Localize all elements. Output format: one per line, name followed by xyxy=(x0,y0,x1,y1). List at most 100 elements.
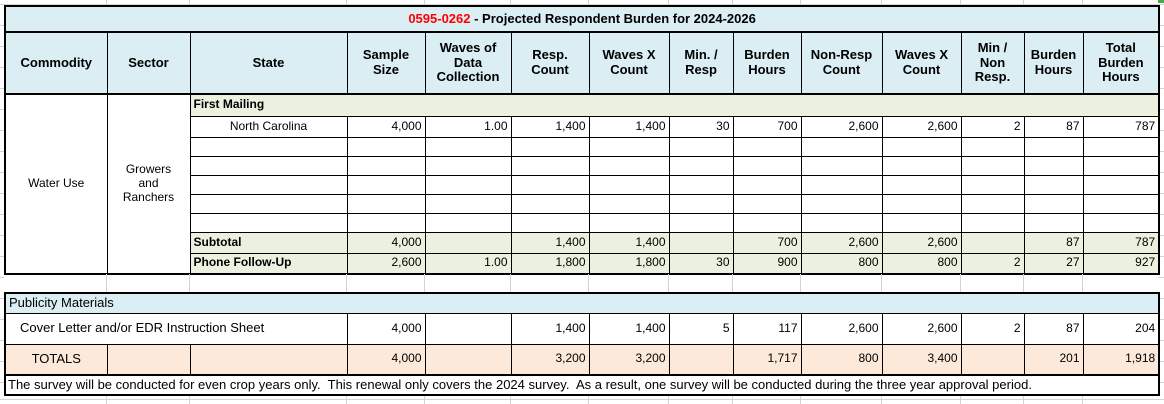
cell-footnote[interactable]: The survey will be conducted for even cr… xyxy=(4,374,1160,396)
cell[interactable]: 1,800 xyxy=(588,252,670,275)
cell[interactable] xyxy=(510,193,590,214)
cell-subtotal-label[interactable]: Subtotal xyxy=(189,231,348,254)
column-header-state[interactable]: State xyxy=(189,31,348,95)
cell[interactable] xyxy=(881,212,962,233)
cell[interactable] xyxy=(588,212,670,233)
cell[interactable]: 1,400 xyxy=(588,312,670,345)
cell[interactable]: 1,717 xyxy=(732,343,802,376)
cell[interactable] xyxy=(668,174,734,195)
cell[interactable] xyxy=(668,136,734,157)
cell[interactable] xyxy=(346,174,426,195)
cell[interactable]: 800 xyxy=(800,343,883,376)
cell[interactable]: 787 xyxy=(1082,115,1160,138)
column-header-waves-x-count-2[interactable]: Waves X Count xyxy=(881,31,962,95)
column-header-commodity[interactable]: Commodity xyxy=(4,31,108,95)
cell[interactable]: 800 xyxy=(881,252,962,275)
cell[interactable]: 4,000 xyxy=(346,115,426,138)
cell[interactable] xyxy=(1082,155,1160,176)
cell[interactable] xyxy=(881,136,962,157)
cell[interactable]: 3,400 xyxy=(881,343,962,376)
cell[interactable] xyxy=(588,136,670,157)
cell[interactable] xyxy=(668,155,734,176)
column-header-sample-size[interactable]: Sample Size xyxy=(346,31,426,95)
cell[interactable] xyxy=(800,212,883,233)
cell[interactable] xyxy=(1023,136,1084,157)
cell[interactable] xyxy=(1023,174,1084,195)
cell[interactable] xyxy=(960,136,1025,157)
cell[interactable]: 700 xyxy=(732,231,802,254)
cell[interactable]: 3,200 xyxy=(588,343,670,376)
cell[interactable] xyxy=(346,155,426,176)
cell[interactable]: 800 xyxy=(800,252,883,275)
cell[interactable]: 5 xyxy=(668,312,734,345)
cell[interactable]: 4,000 xyxy=(346,231,426,254)
cell[interactable] xyxy=(881,193,962,214)
cell[interactable] xyxy=(346,136,426,157)
cell[interactable]: 2 xyxy=(960,115,1025,138)
cell-cover-letter-label[interactable]: Cover Letter and/or EDR Instruction Shee… xyxy=(4,312,348,345)
cell[interactable] xyxy=(588,193,670,214)
cell[interactable] xyxy=(800,155,883,176)
cell[interactable]: 117 xyxy=(732,312,802,345)
cell[interactable]: 1,400 xyxy=(510,115,590,138)
cell[interactable] xyxy=(189,212,348,233)
cell[interactable] xyxy=(732,193,802,214)
cell[interactable] xyxy=(1082,136,1160,157)
cell-first-mailing-label[interactable]: First Mailing xyxy=(189,93,1160,117)
cell[interactable] xyxy=(960,155,1025,176)
cell[interactable]: 1,800 xyxy=(510,252,590,275)
cell[interactable] xyxy=(1023,193,1084,214)
cell[interactable] xyxy=(424,136,512,157)
cell[interactable] xyxy=(668,212,734,233)
cell[interactable] xyxy=(1023,155,1084,176)
cell[interactable] xyxy=(189,343,348,376)
cell-phone-followup-label[interactable]: Phone Follow-Up xyxy=(189,252,348,275)
cell[interactable] xyxy=(881,155,962,176)
cell-totals-label[interactable]: TOTALS xyxy=(4,343,108,376)
cell[interactable]: 700 xyxy=(732,115,802,138)
cell[interactable] xyxy=(732,155,802,176)
column-header-min-resp[interactable]: Min. / Resp xyxy=(668,31,734,95)
cell[interactable]: 27 xyxy=(1023,252,1084,275)
cell[interactable] xyxy=(732,212,802,233)
cell[interactable] xyxy=(424,231,512,254)
cell[interactable] xyxy=(800,193,883,214)
cell[interactable]: 87 xyxy=(1023,115,1084,138)
column-header-waves[interactable]: Waves of Data Collection xyxy=(424,31,512,95)
cell[interactable] xyxy=(960,212,1025,233)
cell[interactable]: 2,600 xyxy=(881,312,962,345)
cell[interactable] xyxy=(424,155,512,176)
cell[interactable] xyxy=(424,193,512,214)
cell[interactable] xyxy=(189,193,348,214)
cell[interactable]: 2,600 xyxy=(800,231,883,254)
cell[interactable] xyxy=(424,343,512,376)
cell[interactable] xyxy=(800,174,883,195)
cell[interactable] xyxy=(189,155,348,176)
cell[interactable] xyxy=(424,312,512,345)
cell[interactable] xyxy=(1082,212,1160,233)
cell[interactable]: 2,600 xyxy=(800,312,883,345)
cell[interactable]: 1,918 xyxy=(1082,343,1160,376)
cell[interactable] xyxy=(960,231,1025,254)
cell[interactable]: 87 xyxy=(1023,231,1084,254)
cell[interactable]: 927 xyxy=(1082,252,1160,275)
cell[interactable]: 2 xyxy=(960,252,1025,275)
cell[interactable] xyxy=(424,174,512,195)
cell[interactable] xyxy=(588,174,670,195)
sheet-gap-row[interactable] xyxy=(4,274,1158,292)
cell[interactable]: 30 xyxy=(668,252,734,275)
cell[interactable] xyxy=(346,193,426,214)
cell[interactable]: 30 xyxy=(668,115,734,138)
column-header-sector[interactable]: Sector xyxy=(106,31,191,95)
cell[interactable]: 2,600 xyxy=(881,115,962,138)
cell[interactable]: 900 xyxy=(732,252,802,275)
cell[interactable]: 2,600 xyxy=(881,231,962,254)
cell[interactable] xyxy=(881,174,962,195)
cell[interactable]: 1.00 xyxy=(424,252,512,275)
cell[interactable]: 3,200 xyxy=(510,343,590,376)
cell[interactable]: 4,000 xyxy=(346,343,426,376)
cell-publicity-label[interactable]: Publicity Materials xyxy=(4,292,1160,314)
cell[interactable] xyxy=(510,155,590,176)
cell[interactable]: 787 xyxy=(1082,231,1160,254)
column-header-burden-hours-2[interactable]: Burden Hours xyxy=(1023,31,1084,95)
